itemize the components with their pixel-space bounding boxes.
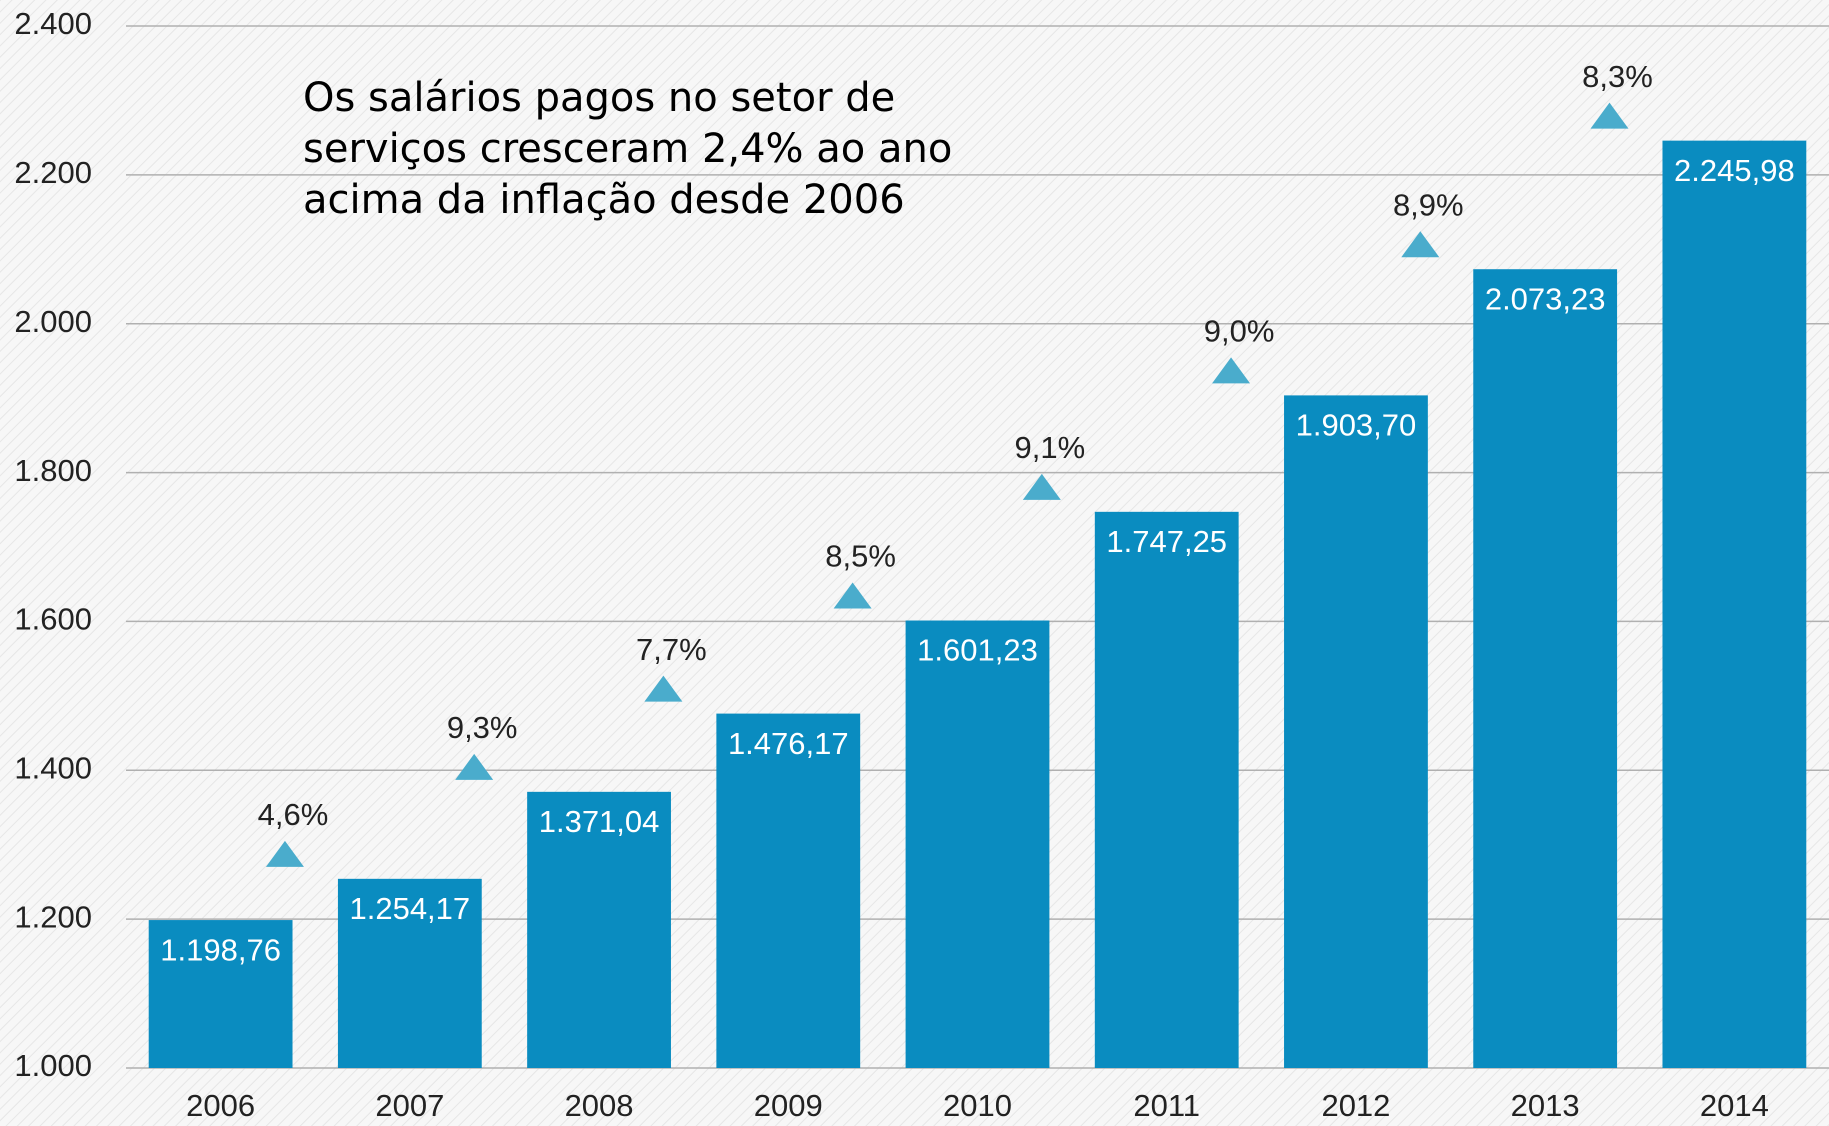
chart-title: serviços cresceram 2,4% ao ano <box>303 126 952 172</box>
bar <box>1284 395 1428 1068</box>
growth-label: 4,6% <box>258 797 329 832</box>
x-tick-label: 2014 <box>1700 1088 1769 1123</box>
growth-marker <box>833 582 872 609</box>
value-label: 1.601,23 <box>917 633 1038 668</box>
x-tick-label: 2007 <box>375 1088 444 1123</box>
growth-label: 9,1% <box>1014 430 1085 465</box>
growth-marker <box>1022 473 1061 500</box>
bar <box>1662 140 1807 1068</box>
value-label: 1.903,70 <box>1296 408 1417 443</box>
growth-marker <box>1212 357 1251 384</box>
y-tick-label: 1.200 <box>14 899 92 934</box>
bar <box>148 920 293 1068</box>
growth-label: 7,7% <box>636 632 707 667</box>
y-tick-label: 1.400 <box>14 750 92 785</box>
value-label: 2.073,23 <box>1485 281 1606 316</box>
growth-marker <box>644 675 683 702</box>
y-tick-label: 1.800 <box>14 453 92 488</box>
y-tick-label: 1.000 <box>14 1048 92 1083</box>
growth-marker <box>455 753 494 780</box>
bar <box>337 878 482 1068</box>
growth-label: 8,3% <box>1582 59 1653 94</box>
x-tick-label: 2013 <box>1511 1088 1580 1123</box>
value-label: 2.245,98 <box>1674 153 1795 188</box>
bar <box>1473 269 1618 1069</box>
x-tick-label: 2010 <box>943 1088 1012 1123</box>
y-tick-label: 2.200 <box>14 155 92 190</box>
growth-label: 9,0% <box>1204 314 1275 349</box>
growth-marker <box>1590 102 1629 129</box>
bar <box>905 620 1050 1068</box>
value-label: 1.198,76 <box>160 932 281 967</box>
value-label: 1.254,17 <box>349 891 470 926</box>
growth-label: 9,3% <box>447 710 518 745</box>
growth-label: 8,9% <box>1393 187 1464 222</box>
chart-title: Os salários pagos no setor de <box>303 75 895 121</box>
bar <box>1094 511 1239 1068</box>
y-tick-label: 2.000 <box>14 304 92 339</box>
bar <box>527 791 671 1068</box>
y-tick-label: 1.600 <box>14 602 92 637</box>
x-tick-label: 2006 <box>186 1088 255 1123</box>
value-label: 1.476,17 <box>728 726 849 761</box>
growth-marker <box>1401 231 1440 258</box>
growth-marker <box>265 840 304 867</box>
x-tick-label: 2008 <box>565 1088 634 1123</box>
x-tick-label: 2012 <box>1321 1088 1390 1123</box>
x-tick-label: 2009 <box>754 1088 823 1123</box>
x-tick-label: 2011 <box>1133 1088 1200 1123</box>
bar <box>716 713 861 1068</box>
y-tick-label: 2.400 <box>14 6 92 41</box>
chart-title: acima da inflação desde 2006 <box>303 177 905 223</box>
value-label: 1.371,04 <box>539 804 660 839</box>
value-label: 1.747,25 <box>1106 524 1227 559</box>
growth-label: 8,5% <box>825 539 896 574</box>
